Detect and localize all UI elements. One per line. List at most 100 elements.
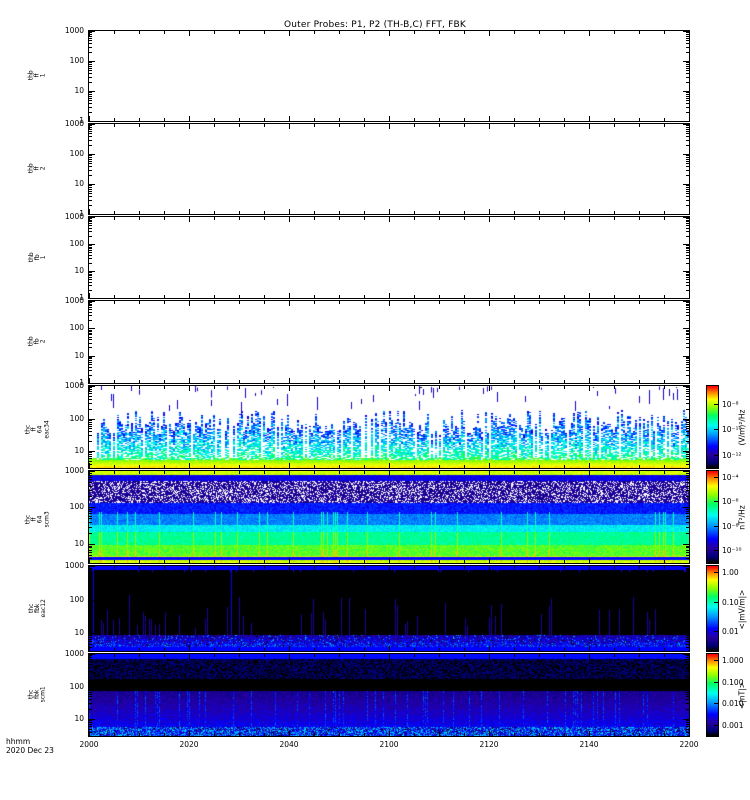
x-tick-mark-minor (264, 31, 265, 34)
y-tick-mark (686, 677, 689, 678)
x-tick-mark-minor (139, 124, 140, 127)
y-tick-mark (686, 375, 689, 376)
x-tick-mark (189, 558, 190, 563)
x-tick-mark-minor (439, 295, 440, 298)
x-tick-mark (589, 217, 590, 222)
x-tick-mark (89, 209, 90, 214)
y-tick-mark (686, 522, 689, 523)
y-tick-mark (89, 231, 92, 232)
x-tick-mark-minor (214, 560, 215, 563)
x-tick-mark-minor (339, 295, 340, 298)
x-tick-mark (89, 386, 90, 391)
y-tick-mark (686, 331, 689, 332)
x-tick-mark-minor (214, 733, 215, 736)
y-tick-mark (683, 719, 689, 720)
y-tick-mark (686, 584, 689, 585)
x-tick-mark-minor (514, 648, 515, 651)
y-tick-mark (89, 166, 92, 167)
spectrogram-canvas-thc-ff-64-scm3 (89, 471, 689, 563)
y-tick-mark (89, 667, 92, 668)
x-tick-mark-minor (439, 654, 440, 657)
y-tick-label: 10 (74, 446, 84, 455)
y-tick-mark (89, 218, 92, 219)
x-tick-label: 2020 (179, 740, 199, 749)
colorbar-cb-efield-psd[interactable] (706, 385, 719, 469)
plot-panel-thc-fbk-scm1[interactable] (88, 653, 690, 737)
y-tick-label: 100 (69, 682, 84, 691)
x-tick-mark-minor (314, 301, 315, 304)
colorbar-tick-mark (714, 631, 718, 632)
y-tick-mark (683, 91, 689, 92)
colorbar-cb-efield-amp[interactable] (706, 565, 719, 652)
plot-panel-thb-fb-2[interactable] (88, 300, 690, 384)
x-tick-mark-minor (314, 380, 315, 383)
x-tick-mark-minor (314, 118, 315, 121)
y-tick-mark (686, 362, 689, 363)
plot-panel-thc-fbk-eac12[interactable] (88, 565, 690, 652)
x-tick-mark-minor (514, 733, 515, 736)
y-tick-label: 100 (69, 323, 84, 332)
x-tick-mark-minor (214, 31, 215, 34)
x-tick-mark (389, 116, 390, 121)
y-tick-mark (686, 552, 689, 553)
y-tick-label: 1000 (64, 381, 84, 390)
y-tick-mark (686, 309, 689, 310)
panel-label-line: scm1 (40, 686, 48, 703)
y-tick-mark (683, 244, 689, 245)
x-tick-mark-minor (339, 386, 340, 389)
y-tick-mark (686, 107, 689, 108)
y-tick-mark (686, 236, 689, 237)
y-tick-mark (89, 659, 92, 660)
x-tick-mark-minor (464, 566, 465, 569)
y-tick-mark (686, 399, 689, 400)
x-tick-mark (389, 646, 390, 651)
y-tick-mark (686, 125, 689, 126)
x-tick-mark-minor (414, 654, 415, 657)
y-tick-mark (686, 387, 689, 388)
y-tick-mark (89, 185, 92, 186)
x-tick-mark (289, 124, 290, 129)
x-tick-mark (389, 731, 390, 736)
plot-panel-thc-ff-64-eac34[interactable] (88, 385, 690, 469)
x-tick-mark-minor (114, 560, 115, 563)
y-tick-mark (686, 657, 689, 658)
x-tick-mark (289, 378, 290, 383)
x-tick-mark (389, 124, 390, 129)
x-tick-mark-minor (114, 124, 115, 127)
y-tick-mark (686, 103, 689, 104)
plot-panel-thb-fb-1[interactable] (88, 216, 690, 299)
y-tick-mark (686, 699, 689, 700)
x-tick-mark-minor (664, 124, 665, 127)
y-tick-mark (686, 709, 689, 710)
y-tick-mark (89, 277, 92, 278)
y-tick-label: 1000 (64, 119, 84, 128)
x-tick-mark (89, 378, 90, 383)
y-tick-label: 100 (69, 502, 84, 511)
x-tick-mark-minor (114, 380, 115, 383)
y-tick-mark (683, 271, 689, 272)
y-tick-mark (89, 285, 92, 286)
plot-panel-thb-ff-1[interactable] (88, 30, 690, 122)
y-tick-label: 1000 (64, 466, 84, 475)
x-tick-mark-minor (139, 654, 140, 657)
y-tick-mark (89, 133, 92, 134)
y-tick-mark (686, 456, 689, 457)
panel-label-line: 2 (40, 339, 48, 344)
y-tick-mark (686, 547, 689, 548)
colorbar-gradient (707, 566, 718, 651)
colorbar-cb-bfield-psd[interactable] (706, 470, 719, 564)
y-tick-mark (686, 82, 689, 83)
x-tick-mark-minor (664, 566, 665, 569)
y-tick-mark (89, 61, 95, 62)
x-tick-mark-minor (614, 295, 615, 298)
x-tick-mark (489, 566, 490, 571)
y-tick-label: 10 (74, 351, 84, 360)
y-tick-mark (89, 274, 92, 275)
y-tick-mark (89, 124, 95, 125)
plot-panel-thc-ff-64-scm3[interactable] (88, 470, 690, 564)
plot-panel-thb-ff-2[interactable] (88, 123, 690, 215)
x-tick-mark-minor (364, 217, 365, 220)
colorbar-cb-bfield-amp[interactable] (706, 653, 719, 737)
x-tick-mark (389, 209, 390, 214)
y-tick-mark (686, 726, 689, 727)
